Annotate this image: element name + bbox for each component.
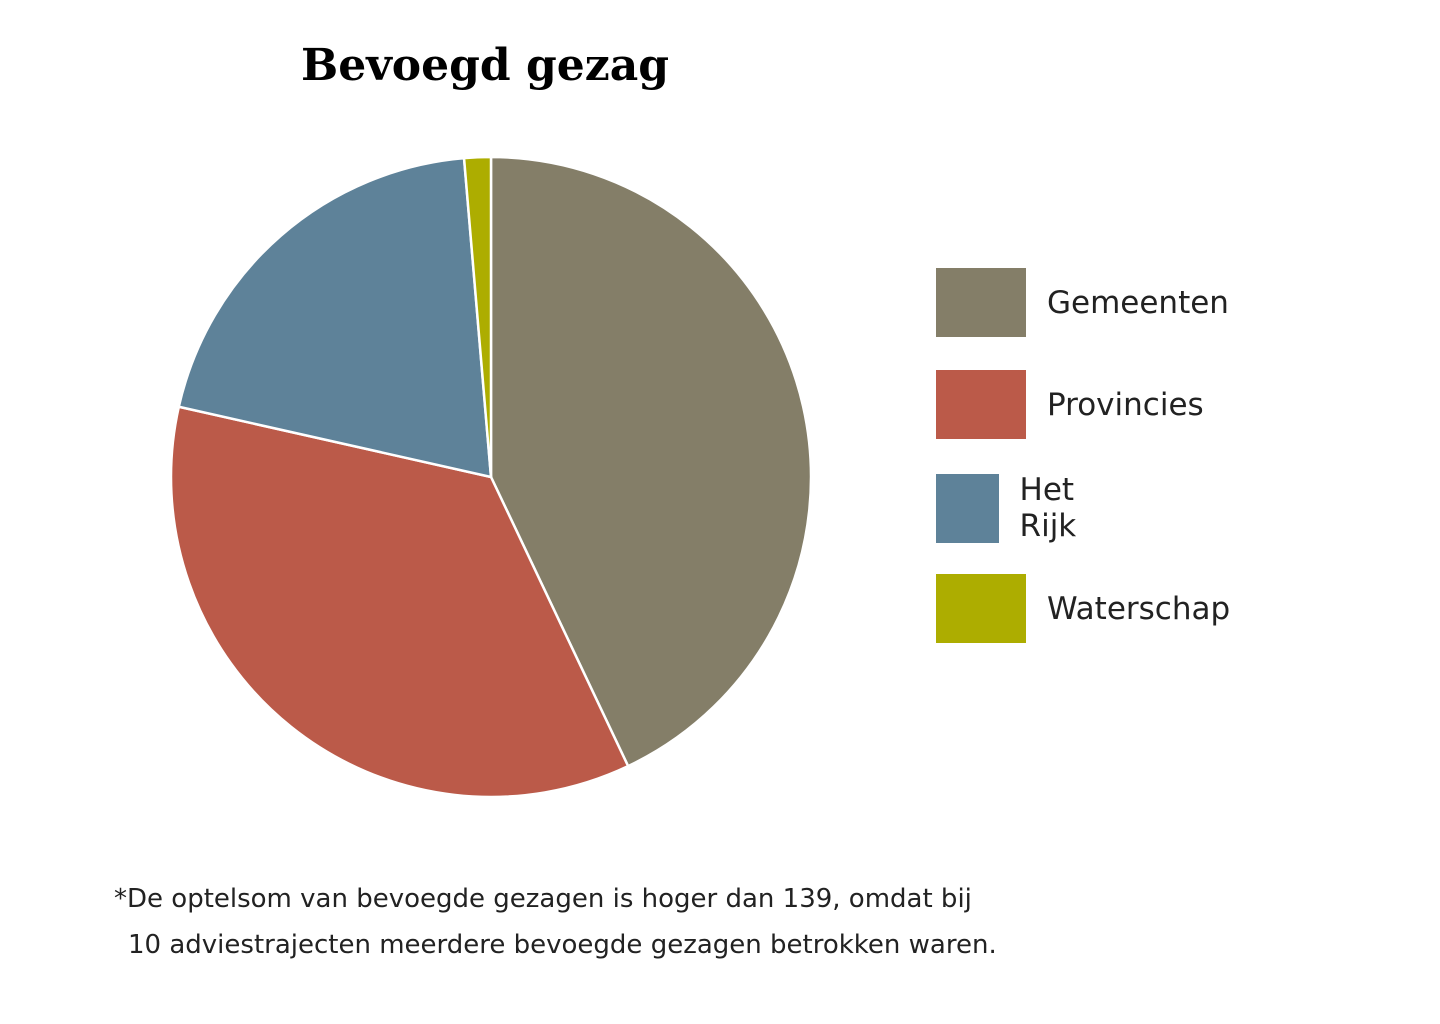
pie-slices: [169, 155, 813, 799]
legend-item: Gemeenten: [936, 268, 1229, 337]
pie-slice-het-rijk: [177, 156, 493, 479]
legend-swatch-het-rijk: [936, 473, 999, 543]
pie-slice-gemeenten: [489, 155, 813, 768]
legend-label-provincies: Provincies: [1047, 386, 1204, 423]
legend-item: Waterschap: [936, 574, 1230, 643]
footnote: *De optelsom van bevoegde gezagen is hog…: [114, 876, 1114, 968]
legend-label-gemeenten: Gemeenten: [1047, 284, 1229, 321]
footnote-line-1: *De optelsom van bevoegde gezagen is hog…: [114, 884, 972, 914]
pie-slice-provincies: [169, 405, 630, 799]
legend-swatch-gemeenten: [936, 268, 1026, 337]
legend-label-waterschap: Waterschap: [1047, 590, 1231, 627]
footnote-line-2: 10 adviestrajecten meerdere bevoegde gez…: [128, 930, 997, 960]
legend-item: Het Rijk: [936, 472, 1104, 544]
pie-slice-waterschap: [462, 155, 493, 479]
chart-title: Bevoegd gezag: [301, 40, 669, 91]
legend-swatch-waterschap: [936, 574, 1026, 643]
legend-swatch-provincies: [936, 370, 1026, 439]
legend-item: Provincies: [936, 370, 1204, 439]
legend-label-het-rijk: Het Rijk: [1019, 472, 1077, 544]
